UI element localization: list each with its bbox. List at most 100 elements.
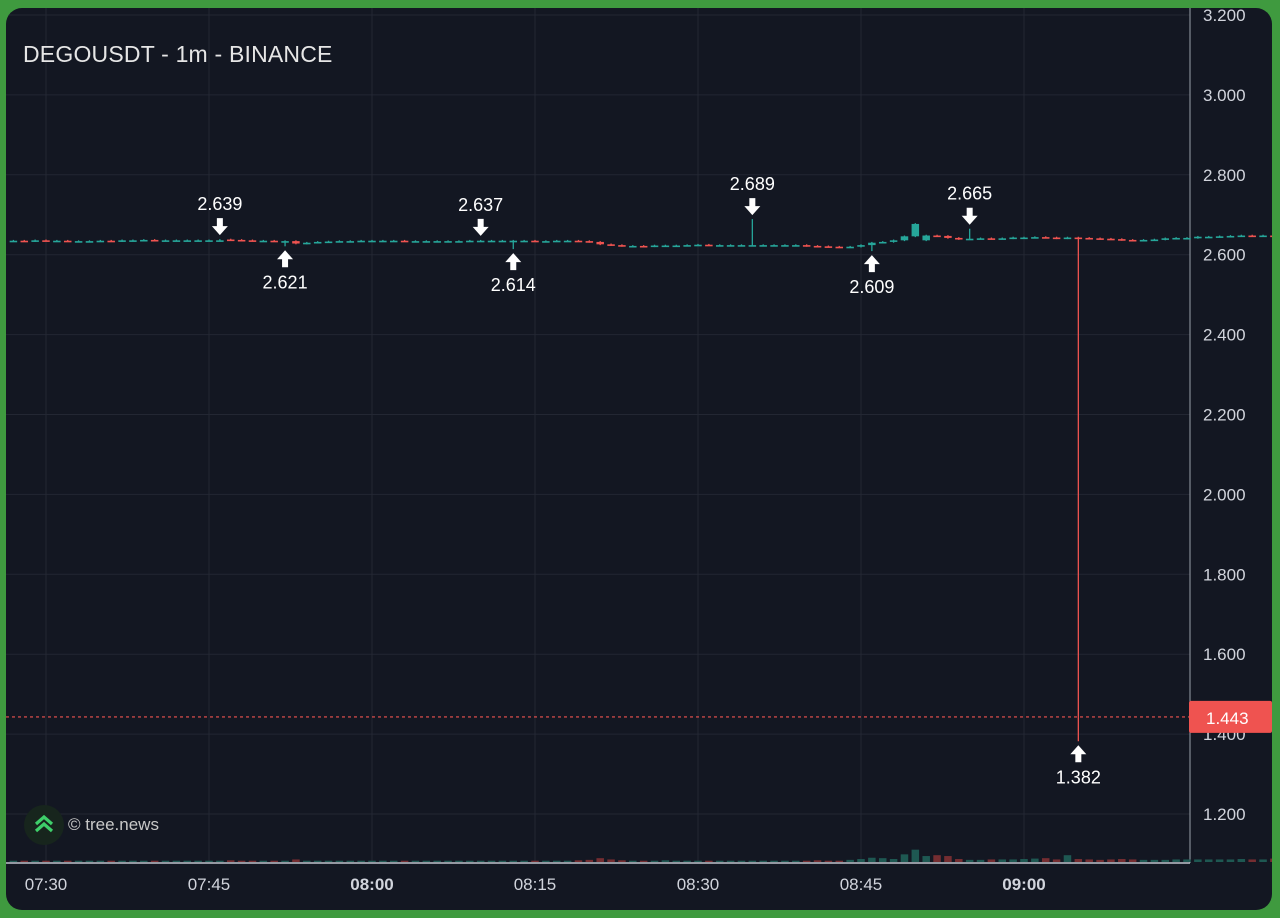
candle-body[interactable] <box>705 244 713 247</box>
candle-body[interactable] <box>955 237 963 240</box>
candle-body[interactable] <box>987 238 996 240</box>
candle-body[interactable] <box>1248 235 1256 238</box>
candle-body[interactable] <box>476 240 485 243</box>
candle-body[interactable] <box>150 239 159 242</box>
candle-body[interactable] <box>911 223 920 237</box>
candle-body[interactable] <box>389 240 398 243</box>
candle-body[interactable] <box>1139 239 1148 242</box>
candle-body[interactable] <box>542 241 550 243</box>
candle-body[interactable] <box>303 242 311 245</box>
candle-body[interactable] <box>944 235 952 238</box>
candle-body[interactable] <box>1172 237 1180 240</box>
candle-body[interactable] <box>835 246 844 249</box>
candle-body[interactable] <box>1161 238 1170 240</box>
candle-body[interactable] <box>63 240 72 243</box>
candle-body[interactable] <box>1085 237 1093 240</box>
candle-body[interactable] <box>965 238 974 241</box>
candle-body[interactable] <box>411 241 420 243</box>
candle-body[interactable] <box>889 240 898 242</box>
candle-body[interactable] <box>455 241 463 243</box>
candle-body[interactable] <box>498 240 507 243</box>
candle-body[interactable] <box>96 240 105 243</box>
candle-body[interactable] <box>1183 237 1191 240</box>
candle-body[interactable] <box>53 240 61 243</box>
candle-body[interactable] <box>922 235 930 241</box>
candle-body[interactable] <box>335 241 344 243</box>
candle-body[interactable] <box>1150 239 1159 242</box>
candle-body[interactable] <box>237 239 246 242</box>
candle-body[interactable] <box>618 245 626 247</box>
candle-body[interactable] <box>552 240 561 243</box>
candle-body[interactable] <box>1074 237 1083 240</box>
candle-body[interactable] <box>639 245 648 248</box>
candle-body[interactable] <box>20 240 29 243</box>
candle-body[interactable] <box>226 239 235 242</box>
candle-body[interactable] <box>140 239 148 242</box>
candle-body[interactable] <box>42 240 50 242</box>
candle-body[interactable] <box>444 241 452 243</box>
candle-body[interactable] <box>596 241 604 245</box>
candle-body[interactable] <box>1041 237 1050 239</box>
candle-body[interactable] <box>715 245 724 247</box>
candle-body[interactable] <box>900 236 909 241</box>
candle-body[interactable] <box>976 238 985 240</box>
candle-body[interactable] <box>846 246 854 249</box>
candle-body[interactable] <box>1128 239 1137 242</box>
candle-body[interactable] <box>672 245 681 248</box>
candle-body[interactable] <box>270 240 278 243</box>
candle-body[interactable] <box>629 245 637 248</box>
candle-body[interactable] <box>1270 235 1272 238</box>
candle-body[interactable] <box>781 245 789 247</box>
candle-body[interactable] <box>1259 235 1267 238</box>
candle-body[interactable] <box>650 245 659 248</box>
candle-body[interactable] <box>607 244 615 246</box>
candle-body[interactable] <box>1020 237 1028 240</box>
candle-body[interactable] <box>379 240 387 243</box>
candle-body[interactable] <box>161 240 170 242</box>
candle-body[interactable] <box>748 245 757 247</box>
candle-body[interactable] <box>1031 237 1039 239</box>
candle-body[interactable] <box>857 245 865 247</box>
candle-body[interactable] <box>281 241 289 243</box>
candle-body[interactable] <box>683 245 691 247</box>
candle-body[interactable] <box>661 245 670 248</box>
candle-body[interactable] <box>574 240 583 243</box>
candle-body[interactable] <box>563 240 572 243</box>
candle-body[interactable] <box>759 245 767 247</box>
candle-body[interactable] <box>1118 239 1126 241</box>
candle-body[interactable] <box>1204 236 1213 239</box>
candle-body[interactable] <box>868 242 876 246</box>
candle-body[interactable] <box>74 241 83 243</box>
candle-body[interactable] <box>466 240 474 243</box>
candle-body[interactable] <box>259 240 268 243</box>
candle-body[interactable] <box>520 240 528 243</box>
candle-body[interactable] <box>585 241 594 243</box>
candle-body[interactable] <box>878 241 887 244</box>
candle-body[interactable] <box>813 245 822 248</box>
candle-body[interactable] <box>1052 237 1061 240</box>
candle-body[interactable] <box>422 241 431 243</box>
candle-body[interactable] <box>248 240 257 242</box>
candle-body[interactable] <box>85 241 94 243</box>
candle-body[interactable] <box>357 240 365 243</box>
candle-body[interactable] <box>1009 237 1017 240</box>
candle-body[interactable] <box>346 241 355 243</box>
candle-body[interactable] <box>824 246 833 248</box>
candle-body[interactable] <box>118 240 126 242</box>
candle-body[interactable] <box>737 245 746 247</box>
candle-body[interactable] <box>129 240 137 242</box>
candle-body[interactable] <box>933 235 941 238</box>
candle-body[interactable] <box>1226 235 1235 238</box>
candle-body[interactable] <box>9 240 18 243</box>
candle-body[interactable] <box>1063 237 1072 240</box>
candle-body[interactable] <box>998 238 1007 240</box>
candlestick-chart[interactable]: 1.2001.4001.6001.8002.0002.2002.4002.600… <box>6 8 1272 910</box>
candle-body[interactable] <box>726 245 735 247</box>
candle-body[interactable] <box>216 240 224 242</box>
candle-body[interactable] <box>368 240 376 243</box>
candle-body[interactable] <box>313 241 322 244</box>
candle-body[interactable] <box>487 240 496 243</box>
candle-body[interactable] <box>400 240 409 243</box>
candle-body[interactable] <box>31 240 39 242</box>
candle-body[interactable] <box>1194 236 1202 239</box>
